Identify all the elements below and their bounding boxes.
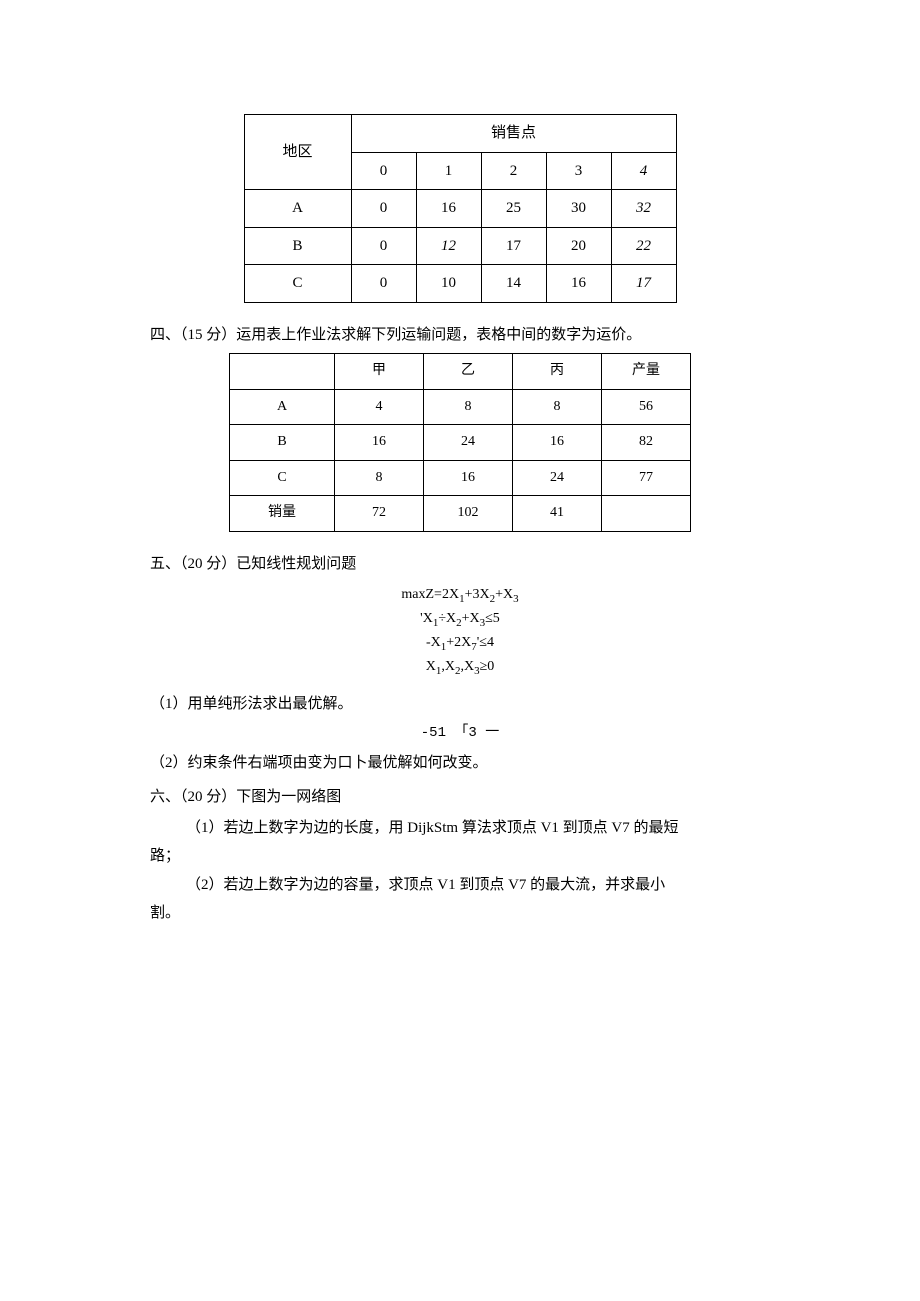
cell: 8 [335,460,424,496]
cell: 20 [546,227,611,265]
table-footer-row: 销量 72 102 41 [230,496,691,532]
row-label: C [244,265,351,303]
cell: 16 [546,265,611,303]
cell: 0 [351,227,416,265]
cell: 16 [416,190,481,228]
question-6-sub2-cont: 割。 [150,899,770,928]
cell: 0 [351,190,416,228]
cell [602,496,691,532]
table-row: A 4 8 8 56 [230,389,691,425]
row-label: B [244,227,351,265]
lp-equations: maxZ=2X1+3X2+X3 'X1÷X2+X3≤5 -X1+2X7'≤4 X… [150,584,770,679]
question-6-sub1: （1）若边上数字为边的长度，用 DijkStm 算法求顶点 V1 到顶点 V7 … [186,814,770,843]
col-header: 甲 [335,354,424,390]
cell: 41 [513,496,602,532]
col-header: 乙 [424,354,513,390]
question-5-sub2: （2）约束条件右端项由变为口卜最优解如何改变。 [150,749,770,778]
cell: 16 [424,460,513,496]
cell: 22 [611,227,676,265]
cell: 12 [416,227,481,265]
cell: 16 [335,425,424,461]
mid-fragment: -51 「3 一 [150,720,770,747]
question-4-heading: 四、（15 分）运用表上作业法求解下列运输问题，表格中间的数字为运价。 [150,321,770,350]
cell: 10 [416,265,481,303]
transport-cost-table: 甲 乙 丙 产量 A 4 8 8 56 B 16 24 16 82 C 8 16… [229,353,691,532]
equation-line: X1,X2,X3≥0 [150,656,770,680]
question-6-sub1-cont: 路； [150,842,770,871]
equation-line: -X1+2X7'≤4 [150,632,770,656]
cell: 16 [513,425,602,461]
equation-line: maxZ=2X1+3X2+X3 [150,584,770,608]
cell: 8 [424,389,513,425]
sales-header-cell: 销售点 [351,115,676,153]
cell: 17 [611,265,676,303]
table-row: B 16 24 16 82 [230,425,691,461]
row-label: A [230,389,335,425]
col-header: 4 [611,152,676,190]
cell: 82 [602,425,691,461]
question-6-heading: 六、（20 分）下图为一网络图 [150,783,770,812]
table-row: A 0 16 25 30 32 [244,190,676,228]
cell: 102 [424,496,513,532]
question-5-sub1: （1）用单纯形法求出最优解。 [150,690,770,719]
table-row: C 8 16 24 77 [230,460,691,496]
region-header-cell: 地区 [244,115,351,190]
question-5-heading: 五、（20 分）已知线性规划问题 [150,550,770,579]
row-label: A [244,190,351,228]
table-row: C 0 10 14 16 17 [244,265,676,303]
cell: 72 [335,496,424,532]
cell: 0 [351,265,416,303]
col-header: 丙 [513,354,602,390]
blank-cell [230,354,335,390]
cell: 25 [481,190,546,228]
col-header: 2 [481,152,546,190]
cell: 32 [611,190,676,228]
row-label: 销量 [230,496,335,532]
cell: 17 [481,227,546,265]
cell: 4 [335,389,424,425]
col-header: 3 [546,152,611,190]
cell: 56 [602,389,691,425]
row-label: B [230,425,335,461]
equation-line: 'X1÷X2+X3≤5 [150,608,770,632]
question-6-sub2: （2）若边上数字为边的容量，求顶点 V1 到顶点 V7 的最大流，并求最小 [186,871,770,900]
cell: 8 [513,389,602,425]
col-header: 产量 [602,354,691,390]
cell: 14 [481,265,546,303]
cell: 24 [424,425,513,461]
cell: 24 [513,460,602,496]
col-header: 1 [416,152,481,190]
table-row: B 0 12 17 20 22 [244,227,676,265]
row-label: C [230,460,335,496]
cell: 77 [602,460,691,496]
cell: 30 [546,190,611,228]
region-sales-table: 地区 销售点 0 1 2 3 4 A 0 16 25 30 32 B 0 12 … [244,114,677,303]
col-header: 0 [351,152,416,190]
